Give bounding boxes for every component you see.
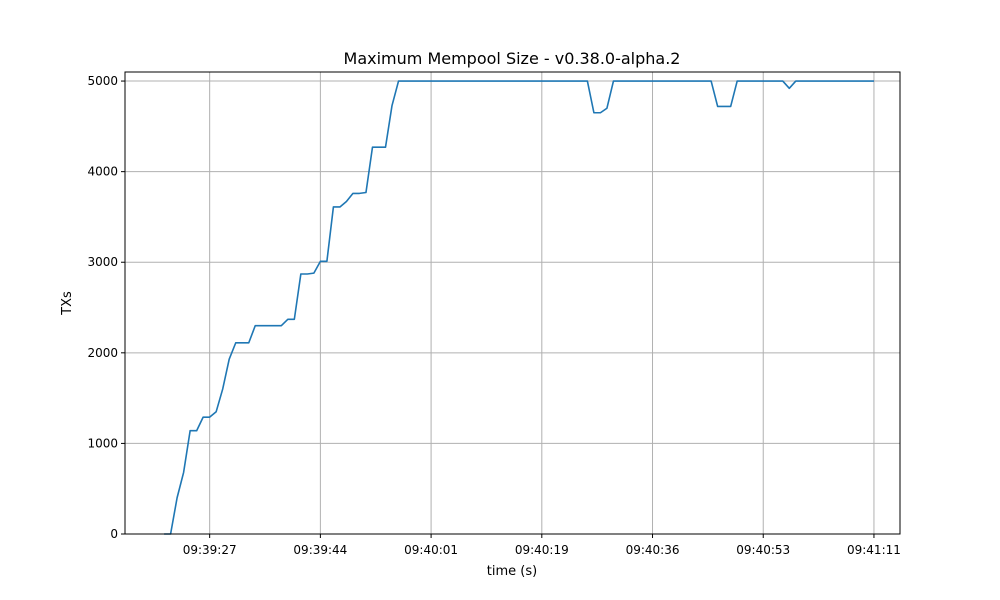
y-tick-label: 3000 (87, 255, 118, 269)
x-tick-label: 09:40:19 (515, 543, 569, 557)
series-line (164, 80, 874, 535)
x-tick-label: 09:40:36 (626, 543, 680, 557)
x-tick-label: 09:40:53 (736, 543, 790, 557)
y-axis-label: TXs (60, 291, 75, 316)
x-axis-label: time (s) (487, 564, 537, 579)
x-tick-label: 09:40:01 (404, 543, 458, 557)
x-tick-label: 09:39:44 (293, 543, 347, 557)
y-tick-label: 5000 (87, 74, 118, 88)
x-tick-label: 09:41:11 (847, 543, 901, 557)
series-layer (164, 80, 874, 535)
y-tick-label: 2000 (87, 346, 118, 360)
y-tick-label: 1000 (87, 436, 118, 450)
x-tick-label: 09:39:27 (183, 543, 237, 557)
chart-title: Maximum Mempool Size - v0.38.0-alpha.2 (344, 49, 681, 68)
plot-frame (124, 71, 901, 535)
y-tick-label: 0 (110, 527, 118, 541)
x-axis-ticks: 09:39:27 09:39:44 09:40:01 09:40:19 09:40:36… (183, 534, 901, 557)
y-tick-label: 4000 (87, 165, 118, 179)
y-axis-ticks: 0 1000 2000 3000 4000 5000 (87, 74, 125, 541)
